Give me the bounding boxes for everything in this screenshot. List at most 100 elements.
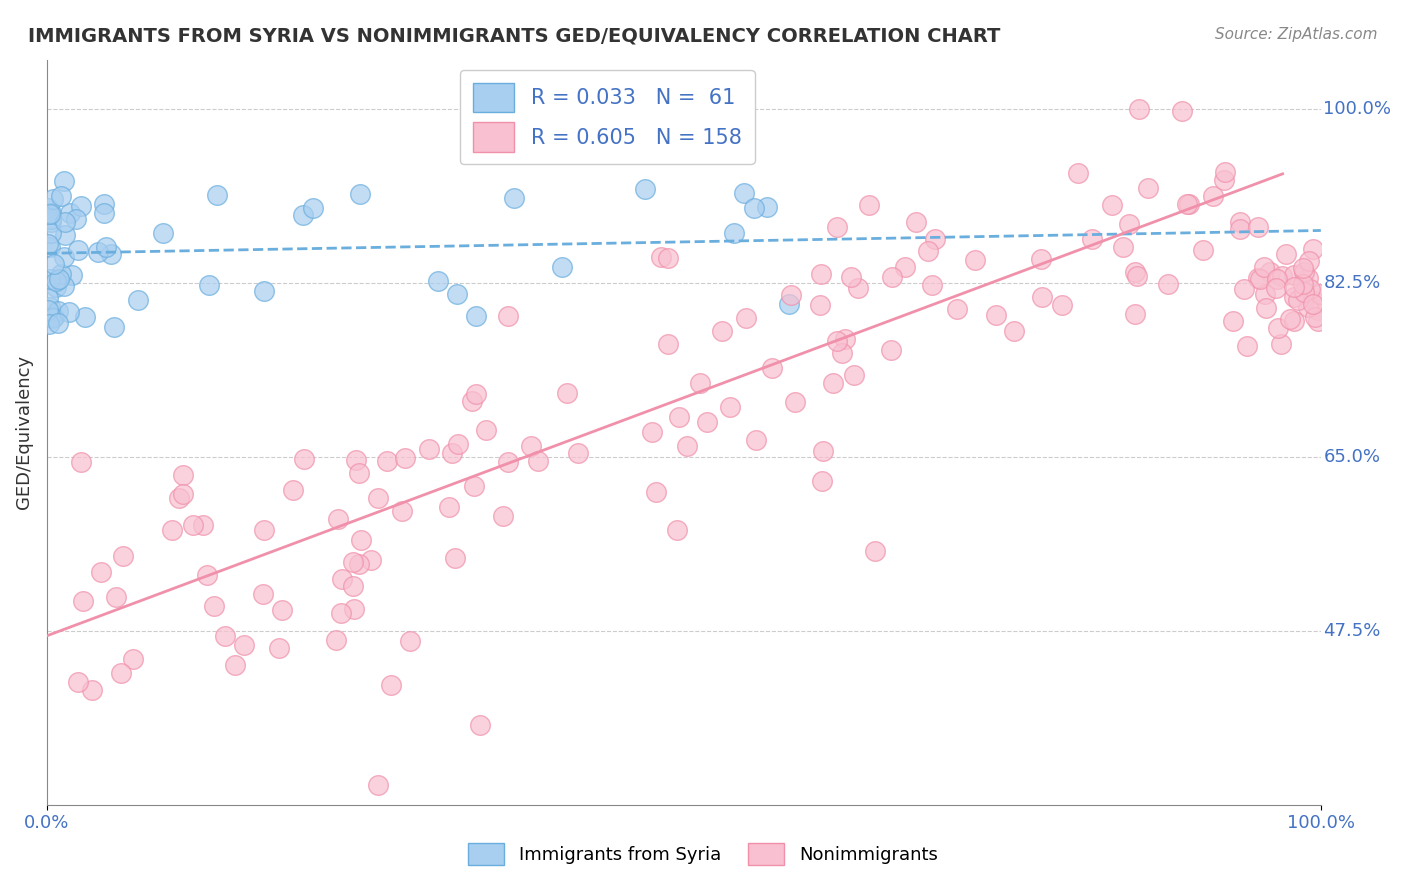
Point — [1171, 103, 1194, 118]
Point — [1265, 280, 1288, 294]
Point — [160, 523, 183, 537]
Point — [734, 310, 756, 325]
Point — [650, 250, 672, 264]
Text: Source: ZipAtlas.com: Source: ZipAtlas.com — [1215, 27, 1378, 42]
Point — [1282, 268, 1305, 283]
Point — [1247, 220, 1270, 235]
Point — [252, 284, 274, 298]
Point — [825, 334, 848, 348]
Point — [360, 553, 382, 567]
Point — [1191, 244, 1213, 258]
Point — [49, 188, 72, 202]
Point — [503, 191, 526, 205]
Point — [45, 275, 67, 289]
Point — [291, 208, 314, 222]
Point — [831, 346, 853, 360]
Point — [70, 199, 93, 213]
Point — [783, 395, 806, 409]
Point — [668, 409, 690, 424]
Point — [1229, 215, 1251, 229]
Point — [39, 207, 62, 221]
Point — [94, 240, 117, 254]
Point — [375, 454, 398, 468]
Point — [103, 320, 125, 334]
Point — [344, 452, 367, 467]
Point — [657, 337, 679, 351]
Point — [37, 303, 59, 318]
Point — [437, 500, 460, 515]
Point — [465, 387, 488, 401]
Point — [917, 244, 939, 258]
Point — [67, 243, 90, 257]
Point — [1249, 272, 1271, 286]
Point — [349, 187, 371, 202]
Point — [1270, 337, 1292, 351]
Point — [53, 214, 76, 228]
Point — [169, 491, 191, 505]
Point — [69, 455, 91, 469]
Point — [418, 442, 440, 456]
Point — [53, 227, 76, 242]
Point — [87, 245, 110, 260]
Point — [834, 332, 856, 346]
Point — [496, 309, 519, 323]
Point — [60, 268, 83, 282]
Point — [39, 300, 62, 314]
Point — [343, 601, 366, 615]
Point — [342, 579, 364, 593]
Point — [825, 219, 848, 234]
Text: 82.5%: 82.5% — [1323, 274, 1381, 292]
Point — [342, 555, 364, 569]
Point — [676, 439, 699, 453]
Point — [1302, 297, 1324, 311]
Point — [779, 287, 801, 301]
Point — [742, 201, 765, 215]
Point — [67, 674, 90, 689]
Point — [42, 310, 65, 324]
Point — [761, 361, 783, 376]
Point — [127, 293, 149, 307]
Point — [641, 425, 664, 440]
Point — [1029, 252, 1052, 266]
Point — [1212, 173, 1234, 187]
Point — [427, 274, 450, 288]
Point — [1299, 282, 1322, 296]
Point — [468, 718, 491, 732]
Point — [811, 475, 834, 489]
Point — [723, 227, 745, 241]
Point — [905, 214, 928, 228]
Point — [1201, 189, 1223, 203]
Point — [93, 206, 115, 220]
Point — [1254, 301, 1277, 316]
Point — [821, 376, 844, 390]
Point — [1118, 217, 1140, 231]
Point — [841, 270, 863, 285]
Point — [1306, 303, 1329, 318]
Point — [181, 517, 204, 532]
Point — [880, 343, 903, 358]
Point — [214, 629, 236, 643]
Point — [45, 280, 67, 294]
Point — [894, 260, 917, 275]
Point — [1253, 287, 1275, 301]
Point — [1175, 197, 1198, 211]
Point — [202, 599, 225, 613]
Point — [1081, 232, 1104, 246]
Point — [444, 550, 467, 565]
Legend: R = 0.033   N =  61, R = 0.605   N = 158: R = 0.033 N = 61, R = 0.605 N = 158 — [460, 70, 755, 164]
Point — [90, 565, 112, 579]
Point — [657, 251, 679, 265]
Point — [1282, 289, 1305, 303]
Point — [446, 286, 468, 301]
Point — [394, 451, 416, 466]
Y-axis label: GED/Equivalency: GED/Equivalency — [15, 355, 32, 509]
Point — [42, 192, 65, 206]
Point — [152, 226, 174, 240]
Point — [441, 446, 464, 460]
Point — [555, 386, 578, 401]
Legend: Immigrants from Syria, Nonimmigrants: Immigrants from Syria, Nonimmigrants — [460, 834, 946, 874]
Point — [65, 212, 87, 227]
Point — [233, 639, 256, 653]
Point — [1128, 103, 1150, 117]
Point — [100, 247, 122, 261]
